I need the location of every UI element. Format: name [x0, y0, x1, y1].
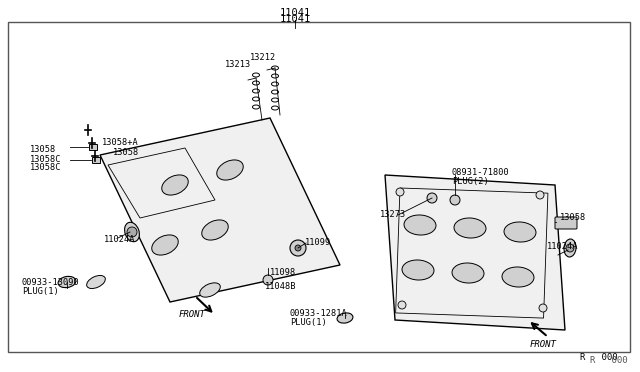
- Ellipse shape: [125, 222, 140, 242]
- Circle shape: [396, 188, 404, 196]
- Bar: [89, 144, 97, 150]
- Polygon shape: [100, 118, 340, 302]
- Text: 13058: 13058: [30, 145, 56, 154]
- Ellipse shape: [454, 218, 486, 238]
- Ellipse shape: [504, 222, 536, 242]
- Ellipse shape: [202, 220, 228, 240]
- Text: 13058C: 13058C: [30, 155, 61, 164]
- Circle shape: [539, 304, 547, 312]
- Circle shape: [450, 195, 460, 205]
- Text: FRONT: FRONT: [529, 340, 556, 349]
- Text: 13273: 13273: [380, 210, 406, 219]
- Text: FRONT: FRONT: [179, 310, 205, 319]
- Bar: [8, 22, 630, 352]
- Ellipse shape: [564, 239, 576, 257]
- Text: 11099: 11099: [305, 238, 332, 247]
- Bar: [396, 188, 548, 318]
- Circle shape: [536, 191, 544, 199]
- Ellipse shape: [152, 235, 179, 255]
- Text: R   000: R 000: [590, 356, 628, 365]
- Circle shape: [398, 301, 406, 309]
- Text: 11041: 11041: [280, 14, 310, 24]
- Text: 11024A: 11024A: [547, 242, 579, 251]
- Ellipse shape: [58, 276, 76, 288]
- Ellipse shape: [86, 275, 106, 289]
- Circle shape: [427, 193, 437, 203]
- Text: 11024A: 11024A: [104, 235, 136, 244]
- Ellipse shape: [404, 215, 436, 235]
- Text: 13058: 13058: [113, 148, 140, 157]
- Text: 11098: 11098: [270, 268, 296, 277]
- Ellipse shape: [452, 263, 484, 283]
- Text: 00933-13090: 00933-13090: [22, 278, 80, 287]
- Text: 13058: 13058: [560, 213, 586, 222]
- Text: 13212: 13212: [250, 53, 276, 62]
- FancyBboxPatch shape: [555, 217, 577, 229]
- Circle shape: [295, 245, 301, 251]
- Text: 11048B: 11048B: [265, 282, 296, 291]
- Ellipse shape: [402, 260, 434, 280]
- Ellipse shape: [337, 313, 353, 323]
- Text: 08931-71800: 08931-71800: [452, 168, 509, 177]
- Ellipse shape: [502, 267, 534, 287]
- Ellipse shape: [217, 160, 243, 180]
- Text: 13058C: 13058C: [30, 163, 61, 172]
- Text: PLUG(2): PLUG(2): [452, 177, 489, 186]
- Text: PLUG(1): PLUG(1): [290, 318, 327, 327]
- Text: 13213: 13213: [225, 60, 252, 69]
- Polygon shape: [385, 175, 565, 330]
- Ellipse shape: [162, 175, 188, 195]
- Circle shape: [263, 275, 273, 285]
- Circle shape: [566, 244, 574, 252]
- Text: PLUG(1): PLUG(1): [22, 287, 59, 296]
- Text: 13058+A: 13058+A: [102, 138, 139, 147]
- Text: 11041: 11041: [280, 8, 310, 18]
- Ellipse shape: [200, 283, 220, 297]
- Text: 00933-1281A: 00933-1281A: [290, 309, 348, 318]
- Text: R   000: R 000: [580, 353, 618, 362]
- Circle shape: [127, 227, 137, 237]
- Circle shape: [290, 240, 306, 256]
- Bar: [92, 157, 100, 163]
